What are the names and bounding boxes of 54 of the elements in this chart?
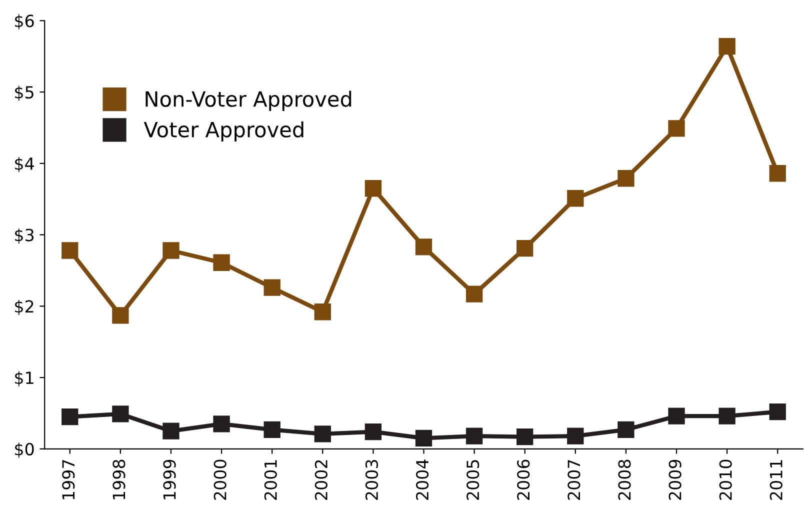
point — [314, 426, 331, 442]
point — [718, 38, 736, 55]
point — [618, 421, 634, 438]
x-tick-label: 2006 — [517, 460, 530, 500]
x-tick-label: 2000 — [214, 460, 226, 500]
point — [415, 430, 432, 447]
point — [162, 242, 180, 259]
point — [112, 307, 129, 324]
legend-label: Non-Voter Approved — [146, 90, 352, 111]
point — [618, 170, 634, 187]
y-tick-label: $3 — [15, 228, 34, 244]
point — [668, 408, 685, 424]
point — [466, 428, 483, 444]
y-tick-label: $5 — [15, 86, 34, 101]
x-tick-label: 2002 — [314, 460, 328, 500]
point — [62, 408, 78, 426]
point — [264, 421, 280, 438]
point — [567, 428, 584, 444]
y-tick-label: $4 — [15, 157, 34, 172]
x-tick-label: 2007 — [568, 460, 580, 500]
point — [112, 406, 129, 422]
y-tick-label: $6 — [15, 14, 34, 30]
point — [213, 416, 230, 432]
point — [769, 165, 786, 182]
point — [314, 304, 331, 320]
x-tick-label: 1997 — [62, 460, 75, 500]
x-tick-label: 2011 — [770, 460, 782, 500]
x-tick-label: 2009 — [668, 460, 682, 500]
y-tick-label: $0 — [15, 442, 34, 458]
x-tick-label: 1998 — [112, 460, 126, 500]
x-tick-label: 1999 — [163, 460, 176, 500]
point — [162, 422, 180, 440]
x-tick-label: 2003 — [365, 460, 378, 500]
point — [516, 240, 534, 257]
y-tick-label: $1 — [15, 371, 34, 386]
point — [415, 238, 432, 256]
point — [516, 428, 534, 446]
point — [364, 423, 382, 440]
x-tick-label: 2005 — [466, 460, 480, 500]
y-tick-label: $2 — [15, 300, 34, 315]
x-tick-label: 2010 — [719, 460, 732, 500]
point — [466, 286, 483, 302]
point — [213, 254, 230, 271]
point — [567, 190, 584, 207]
point — [668, 120, 685, 137]
point — [62, 242, 78, 259]
point — [769, 403, 786, 420]
x-tick-label: 2001 — [264, 460, 277, 500]
x-tick-label: 2008 — [618, 460, 631, 500]
point — [264, 279, 280, 296]
point — [718, 408, 736, 424]
point — [364, 180, 382, 197]
x-tick-label: 2004 — [416, 460, 429, 500]
legend-label: Voter Approved — [144, 121, 304, 142]
